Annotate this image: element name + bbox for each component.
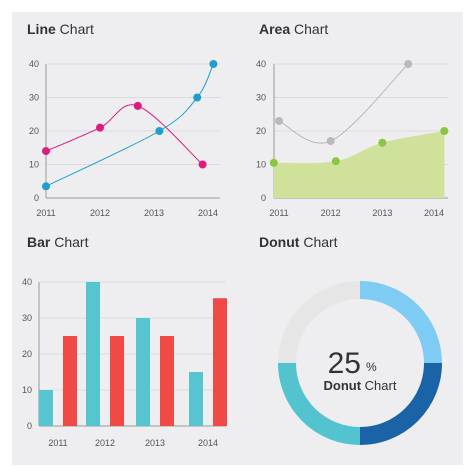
line-chart-point [42, 182, 50, 191]
bar-chart-ytick-label: 0 [27, 421, 32, 431]
area-chart-ytick-label: 10 [256, 160, 266, 170]
line-chart-xtick-label: 2012 [90, 208, 110, 218]
area-chart-ytick-label: 40 [256, 59, 266, 69]
line-chart-title: Line Chart [27, 21, 94, 37]
area-chart-point [378, 138, 387, 147]
line-chart-ytick-label: 0 [34, 193, 39, 203]
line-chart-series-line [45, 63, 214, 187]
line-chart-ytick-label: 20 [29, 126, 39, 136]
donut-chart-segment [359, 281, 442, 364]
area-chart-xtick-label: 2011 [269, 208, 288, 218]
area-chart-filled-area [273, 131, 445, 198]
bar-chart-ytick-label: 10 [22, 385, 32, 395]
donut-center-label-bold: Donut [324, 378, 365, 393]
line-chart-point [96, 123, 104, 132]
line-chart-ytick-label: 40 [29, 59, 39, 69]
line-chart-xtick-label: 2013 [144, 208, 164, 218]
bar-chart-ytick-label: 20 [22, 349, 32, 359]
line-chart-ytick-label: 10 [29, 160, 39, 170]
area-chart-ytick-label: 0 [261, 193, 266, 203]
line-chart-point [198, 160, 207, 169]
line-chart-xtick-label: 2014 [198, 208, 218, 218]
donut-center-label: Donut Chart [324, 378, 397, 393]
bar-chart-bar [86, 282, 100, 426]
line-chart-point [209, 60, 218, 68]
donut-center-unit: % [366, 360, 377, 374]
bar-chart-xtick-label: 2014 [198, 438, 218, 448]
area-chart-xtick-label: 2014 [424, 208, 444, 218]
line-chart-ytick-label: 30 [29, 93, 39, 103]
donut-center-label-rest: Chart [365, 378, 397, 393]
area-chart-xtick-label: 2013 [372, 208, 392, 218]
donut-chart-title: Donut Chart [259, 234, 338, 250]
donut-chart-segment [359, 362, 442, 445]
bar-chart-bar [39, 390, 53, 426]
bar-chart-bar [213, 298, 227, 426]
bar-chart-xtick-label: 2012 [95, 438, 115, 448]
bar-chart-bar [110, 336, 124, 426]
line-chart-point [193, 93, 202, 102]
bar-chart-ytick-label: 40 [22, 277, 32, 287]
bar-chart-xtick-label: 2013 [145, 438, 165, 448]
area-chart-point [440, 127, 449, 135]
bar-chart-bar [136, 318, 150, 426]
area-chart-ytick-label: 20 [256, 126, 266, 136]
bar-chart-bar [63, 336, 77, 426]
bar-chart-ytick-label: 30 [22, 313, 32, 323]
donut-chart-segment [278, 281, 361, 364]
area-chart-point [404, 60, 413, 68]
area-chart-point [275, 116, 283, 125]
line-chart-xtick-label: 2011 [36, 208, 55, 218]
line-chart-point [42, 147, 50, 156]
donut-chart-segment [278, 362, 361, 445]
bar-chart-xtick-label: 2011 [48, 438, 67, 448]
line-chart-series-line [45, 104, 203, 165]
line-chart-point [133, 101, 142, 110]
bar-chart-bar [160, 336, 174, 426]
donut-center-value: 25 [328, 347, 361, 380]
area-chart-point [331, 157, 340, 166]
bar-chart-bar [189, 372, 203, 426]
area-chart-xtick-label: 2012 [321, 208, 341, 218]
area-chart-point [326, 137, 335, 146]
line-chart-point [155, 127, 164, 135]
bar-chart-title: Bar Chart [27, 234, 89, 250]
area-chart-point [269, 158, 278, 167]
area-chart-ytick-label: 30 [256, 93, 266, 103]
area-chart-title: Area Chart [259, 21, 329, 37]
